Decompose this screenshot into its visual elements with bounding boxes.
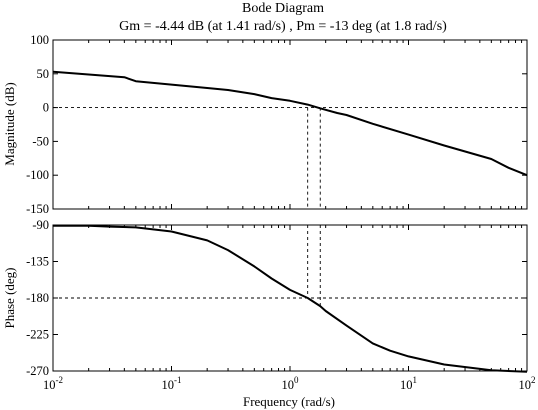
phase-y-tick-label: -225 xyxy=(26,328,49,342)
phase-y-tick-label: -90 xyxy=(32,218,49,232)
magnitude-y-tick-label: -100 xyxy=(26,168,49,182)
magnitude-panel: 100 50 0 -50 -100 -150 xyxy=(26,33,528,216)
phase-y-tick-label: -180 xyxy=(26,291,49,305)
phase-y-tick-label: -135 xyxy=(26,255,49,269)
phase-series-line xyxy=(53,224,528,373)
magnitude-y-tick-label: 50 xyxy=(37,67,50,81)
chart-subtitle: Gm = -4.44 dB (at 1.41 rad/s) , Pm = -13… xyxy=(119,19,447,34)
magnitude-y-tick-label: -150 xyxy=(26,202,49,216)
frequency-axis-label: Frequency (rad/s) xyxy=(243,394,335,409)
phase-y-tick-label: -270 xyxy=(26,364,49,378)
frequency-tick-label: 100 xyxy=(282,375,300,392)
frequency-tick-label: 101 xyxy=(400,375,417,392)
chart-title: Bode Diagram xyxy=(242,1,324,16)
phase-axis-label: Phase (deg) xyxy=(2,267,17,328)
magnitude-y-tick-label: 100 xyxy=(30,33,49,47)
magnitude-series-line xyxy=(52,70,528,177)
magnitude-axis-label: Magnitude (dB) xyxy=(2,82,17,165)
frequency-tick-label: 10-2 xyxy=(43,375,63,392)
magnitude-plot-frame xyxy=(52,39,528,210)
frequency-tick-label: 10-1 xyxy=(162,375,182,392)
magnitude-y-tick-label: -50 xyxy=(32,134,49,148)
frequency-tick-label: 102 xyxy=(519,375,536,392)
magnitude-y-tick-label: 0 xyxy=(43,101,49,115)
